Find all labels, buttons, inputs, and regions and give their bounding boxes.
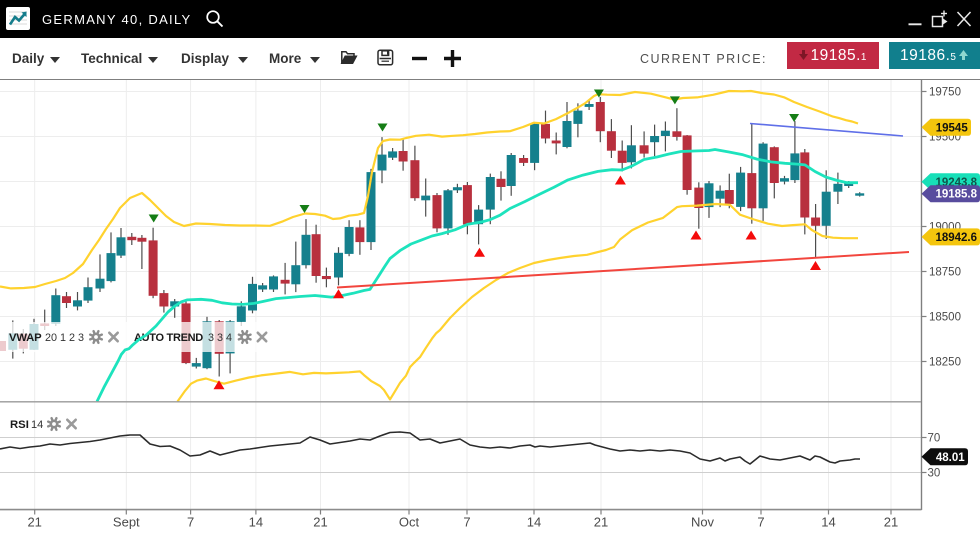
svg-text:18500: 18500 (929, 312, 961, 324)
svg-text:14: 14 (249, 515, 263, 530)
svg-text:20 1 2 3: 20 1 2 3 (45, 332, 84, 344)
svg-text:21: 21 (27, 515, 41, 530)
svg-text:70: 70 (928, 433, 941, 445)
svg-text:30: 30 (928, 468, 941, 480)
svg-text:Nov: Nov (691, 515, 715, 530)
svg-text:21: 21 (594, 515, 608, 530)
svg-text:19750: 19750 (929, 87, 961, 99)
svg-text:18250: 18250 (929, 357, 961, 369)
svg-text:19545: 19545 (936, 122, 969, 134)
svg-text:7: 7 (757, 515, 764, 530)
svg-text:21: 21 (884, 515, 898, 530)
svg-text:7: 7 (463, 515, 470, 530)
svg-text:Oct: Oct (399, 515, 420, 530)
svg-text:48.01: 48.01 (936, 452, 965, 464)
svg-text:3 3 4: 3 3 4 (208, 332, 232, 344)
svg-text:Sept: Sept (113, 515, 140, 530)
svg-text:14: 14 (527, 515, 541, 530)
svg-text:VWAP: VWAP (9, 332, 42, 344)
svg-text:14: 14 (821, 515, 835, 530)
svg-text:18942.6: 18942.6 (935, 232, 977, 244)
svg-text:18750: 18750 (929, 267, 961, 279)
svg-text:21: 21 (313, 515, 327, 530)
svg-text:7: 7 (187, 515, 194, 530)
svg-text:AUTO TREND: AUTO TREND (134, 332, 203, 344)
svg-text:RSI: RSI (10, 419, 29, 431)
svg-text:19185.8: 19185.8 (935, 189, 977, 201)
svg-text:14: 14 (31, 419, 43, 431)
